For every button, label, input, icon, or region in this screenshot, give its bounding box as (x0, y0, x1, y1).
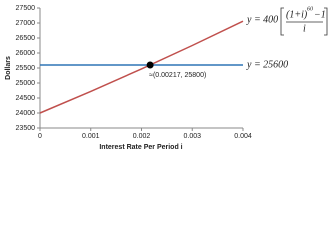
equation-base: (1+i) (286, 9, 308, 20)
intersection-point (146, 61, 154, 69)
bracket-right (324, 7, 328, 36)
y-tick-label: 25500 (16, 65, 36, 72)
y-tick-label: 26000 (16, 50, 36, 57)
y-axis-title: Dollars (5, 56, 12, 80)
y-tick-label: 24500 (16, 95, 36, 102)
equation-flat: y = 25600 (246, 59, 288, 70)
equation-minus: −1 (314, 9, 326, 20)
y-tick-label: 26500 (16, 35, 36, 42)
x-axis-title: Interest Rate Per Period i (99, 144, 182, 151)
y-tick-label: 24000 (16, 110, 36, 117)
page: Dollars Interest Rate Per Period i y = 4… (4, 4, 328, 151)
y-tick-label: 27500 (16, 5, 36, 12)
line (39, 20, 244, 114)
x-tick-label: 0.002 (133, 133, 151, 140)
x-tick-label: 0 (38, 133, 42, 140)
point-label: ≈(0.00217, 25800) (149, 72, 206, 79)
chart: Dollars Interest Rate Per Period i y = 4… (5, 5, 328, 151)
equation-exponent: 60 (307, 6, 313, 12)
y-tick-label: 23500 (16, 125, 36, 132)
x-tick-label: 0.003 (183, 133, 201, 140)
y-tick-label: 27000 (16, 20, 36, 27)
bracket-left (280, 7, 284, 36)
equation-lhs: y = 400 (246, 14, 278, 25)
equation-denominator: i (303, 23, 306, 34)
x-tick-label: 0.001 (82, 133, 100, 140)
y-tick-label: 25000 (16, 80, 36, 87)
x-tick-label: 0.004 (234, 133, 252, 140)
